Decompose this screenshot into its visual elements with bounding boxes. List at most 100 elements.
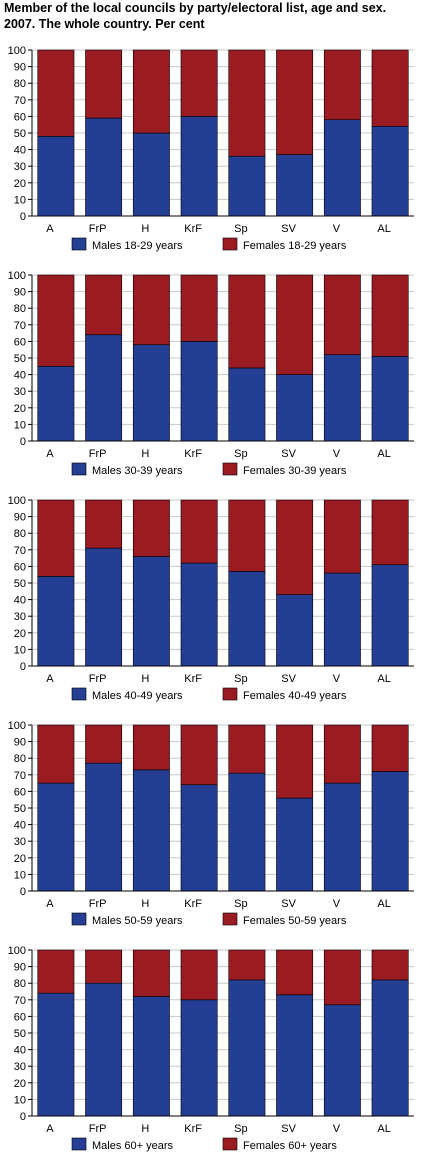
chart-panel-1: 0 10 20 30 40 50 60 70 80 90 100 A FrP H KrF Sp SV V AL Mal… [8, 45, 414, 252]
bar-female-h [132, 724, 170, 771]
chart-title: Member of the local councils by party/el… [4, 0, 424, 32]
y-tick-label: 50 [14, 578, 26, 590]
y-tick-label: 20 [14, 853, 26, 865]
y-tick-label: 70 [14, 770, 26, 782]
y-tick-label: 60 [14, 561, 26, 573]
bar-female-sv [276, 274, 314, 375]
bar-male-frp [85, 762, 123, 892]
x-tick-label: SV [281, 673, 296, 685]
x-tick-label: H [141, 1123, 149, 1135]
x-tick-label: V [333, 898, 341, 910]
bar-male-krf [180, 784, 218, 892]
legend-label-female: Females 30-39 years [243, 465, 347, 477]
bar-female-sv [276, 724, 314, 799]
bar-male-sp [228, 772, 266, 892]
y-tick-label: 100 [8, 495, 26, 507]
bar-female-sp [228, 724, 266, 774]
bar-male-a [37, 136, 75, 217]
bar-female-frp [85, 949, 123, 984]
y-tick-label: 30 [14, 836, 26, 848]
bar-male-h [132, 769, 170, 892]
bar-female-a [37, 499, 75, 577]
y-tick-label: 30 [14, 1061, 26, 1073]
y-tick-label: 50 [14, 128, 26, 140]
y-tick-label: 100 [8, 720, 26, 732]
y-tick-label: 90 [14, 962, 26, 974]
x-tick-label: Sp [234, 673, 247, 685]
bar-male-al [371, 771, 409, 892]
x-tick-label: A [46, 448, 54, 460]
x-tick-label: AL [377, 223, 390, 235]
bar-female-v [323, 949, 361, 1006]
legend-swatch-female [222, 237, 238, 251]
y-tick-label: 90 [14, 737, 26, 749]
y-tick-label: 0 [20, 1111, 26, 1123]
bar-female-krf [180, 499, 218, 564]
y-tick-label: 20 [14, 628, 26, 640]
bar-female-krf [180, 49, 218, 117]
y-tick-label: 30 [14, 611, 26, 623]
y-tick-label: 30 [14, 386, 26, 398]
y-tick-label: 90 [14, 512, 26, 524]
bar-female-al [371, 949, 409, 981]
y-tick-label: 0 [20, 211, 26, 223]
x-tick-label: KrF [184, 1123, 202, 1135]
y-tick-label: 0 [20, 436, 26, 448]
y-tick-label: 40 [14, 820, 26, 832]
x-tick-label: V [333, 1123, 341, 1135]
y-tick-label: 80 [14, 978, 26, 990]
bar-female-krf [180, 724, 218, 786]
legend-swatch-male [71, 687, 87, 701]
y-tick-label: 100 [8, 45, 26, 57]
bar-female-sp [228, 499, 266, 572]
y-tick-label: 80 [14, 753, 26, 765]
bar-female-krf [180, 949, 218, 1001]
legend-swatch-male [71, 237, 87, 251]
y-tick-label: 20 [14, 403, 26, 415]
y-tick-label: 90 [14, 287, 26, 299]
y-tick-label: 50 [14, 353, 26, 365]
y-tick-label: 90 [14, 62, 26, 74]
bar-female-sv [276, 949, 314, 996]
bar-male-krf [180, 341, 218, 442]
y-tick-label: 70 [14, 545, 26, 557]
bar-male-v [323, 1004, 361, 1117]
x-tick-label: KrF [184, 673, 202, 685]
bar-female-sv [276, 499, 314, 595]
bar-male-al [371, 564, 409, 667]
bar-female-al [371, 49, 409, 127]
x-tick-label: FrP [89, 223, 107, 235]
legend-label-male: Males 60+ years [92, 1140, 174, 1152]
legend-swatch-female [222, 1137, 238, 1151]
bar-male-sv [276, 797, 314, 892]
x-tick-label: AL [377, 1123, 390, 1135]
bar-female-sp [228, 949, 266, 981]
bar-male-v [323, 782, 361, 892]
y-tick-label: 20 [14, 178, 26, 190]
x-tick-label: FrP [89, 673, 107, 685]
y-tick-label: 10 [14, 1094, 26, 1106]
x-tick-label: FrP [89, 448, 107, 460]
x-tick-label: AL [377, 673, 390, 685]
bar-female-a [37, 274, 75, 367]
y-tick-label: 20 [14, 1078, 26, 1090]
legend-swatch-female [222, 462, 238, 476]
bar-male-sv [276, 594, 314, 667]
bar-male-krf [180, 999, 218, 1117]
y-tick-label: 70 [14, 995, 26, 1007]
y-tick-label: 60 [14, 111, 26, 123]
chart-title-line-2: 2007. The whole country. Per cent [4, 17, 205, 31]
bar-female-a [37, 724, 75, 784]
x-tick-label: V [333, 673, 341, 685]
bar-male-v [323, 119, 361, 217]
chart-panel-3: 0 10 20 30 40 50 60 70 80 90 100 A FrP H KrF Sp SV V AL Mal… [8, 495, 414, 702]
legend-label-female: Females 40-49 years [243, 690, 347, 702]
chart-panel-5: 0 10 20 30 40 50 60 70 80 90 100 A FrP H KrF Sp SV V AL Mal… [8, 945, 414, 1152]
bar-male-v [323, 572, 361, 667]
bar-female-v [323, 49, 361, 121]
bar-female-frp [85, 274, 123, 336]
bar-female-v [323, 499, 361, 574]
y-tick-label: 30 [14, 161, 26, 173]
y-tick-label: 40 [14, 1045, 26, 1057]
bar-male-sv [276, 994, 314, 1117]
